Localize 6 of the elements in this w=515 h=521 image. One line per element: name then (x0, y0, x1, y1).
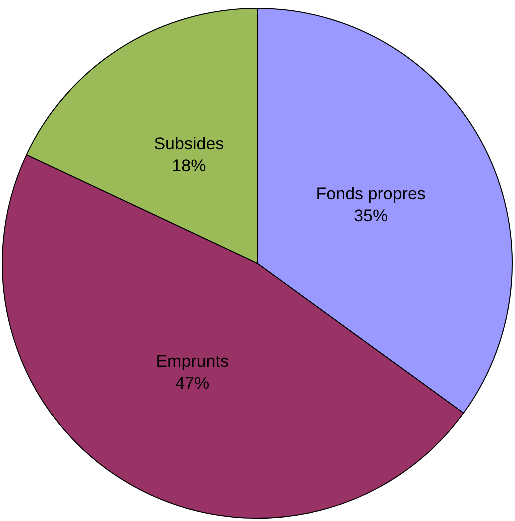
data-label: 18% (172, 156, 206, 176)
data-label: 35% (354, 206, 388, 226)
slice-label: Subsides (154, 134, 224, 154)
data-label: 47% (176, 374, 210, 393)
slice-label: Fonds propres (316, 184, 426, 204)
slice-label: Emprunts (156, 352, 229, 371)
